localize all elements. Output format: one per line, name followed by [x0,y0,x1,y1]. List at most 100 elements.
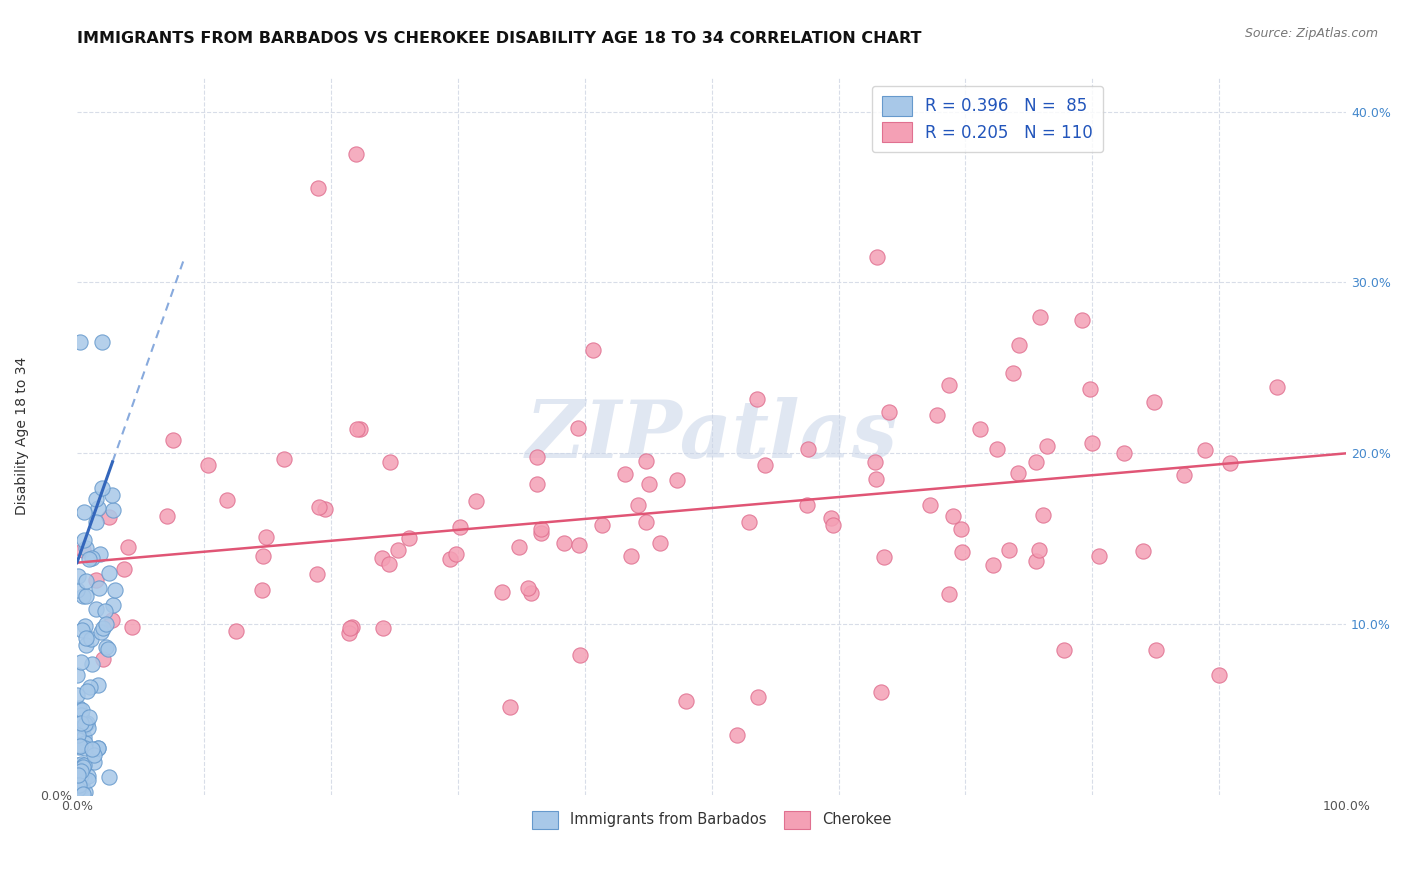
Point [73,771,96,785]
Point [491,585,513,599]
Point [72,543,94,558]
Point [117,540,139,554]
Point [273,452,295,467]
Point [918,498,941,512]
Point [97,642,120,657]
Point [1194,443,1216,458]
Point [90,624,112,639]
Point [339,626,361,640]
Point [582,343,605,358]
Point [217,492,239,507]
Y-axis label: Disability Age 18 to 34: Disability Age 18 to 34 [15,357,30,516]
Point [517,581,540,595]
Point [101,598,124,612]
Point [67,773,90,788]
Point [444,547,467,561]
Point [1032,508,1054,522]
Point [73,533,96,547]
Point [67,740,90,755]
Point [162,433,184,447]
Point [75,785,97,799]
Point [77,709,100,723]
Point [1007,338,1029,352]
Point [75,638,97,652]
Point [745,392,768,406]
Point [371,551,394,566]
Point [84,515,107,529]
Point [80,657,103,672]
Point [84,573,107,587]
Point [499,700,522,714]
Point [927,409,949,423]
Point [73,758,96,772]
Point [344,147,367,161]
Point [877,404,900,418]
Point [75,619,97,633]
Point [69,756,91,771]
Point [620,549,643,563]
Point [340,620,363,634]
Point [91,652,114,666]
Point [69,701,91,715]
Point [520,586,543,600]
Point [796,442,818,456]
Point [865,250,887,264]
Point [67,777,90,791]
Point [72,760,94,774]
Point [378,557,401,571]
Point [75,589,97,603]
Point [66,781,89,796]
Point [91,481,114,495]
Point [79,681,101,695]
Point [82,742,104,756]
Point [1053,643,1076,657]
Point [80,632,103,646]
Point [725,728,748,742]
Point [70,655,93,669]
Point [865,472,887,486]
Point [87,581,110,595]
Point [821,517,844,532]
Point [67,729,90,743]
Point [94,640,117,655]
Point [1080,436,1102,450]
Point [83,748,105,763]
Point [1088,549,1111,563]
Point [252,549,274,563]
Point [526,450,548,464]
Point [69,739,91,753]
Point [66,758,89,772]
Point [66,583,89,598]
Point [77,552,100,566]
Point [70,764,93,779]
Point [91,621,114,635]
Point [747,690,769,705]
Point [103,503,125,517]
Point [997,542,1019,557]
Point [76,769,98,783]
Point [508,540,530,554]
Point [75,574,97,588]
Point [949,522,972,536]
Point [72,787,94,801]
Point [67,762,90,776]
Point [197,458,219,472]
Point [567,420,589,434]
Point [72,779,94,793]
Point [1025,554,1047,568]
Point [73,505,96,519]
Point [1265,379,1288,393]
Point [387,542,409,557]
Point [66,702,89,716]
Point [314,502,336,516]
Point [101,488,124,502]
Point [308,500,330,515]
Point [73,730,96,744]
Point [796,498,818,512]
Point [73,719,96,733]
Point [72,590,94,604]
Text: ZIPatlas: ZIPatlas [526,398,897,475]
Point [121,619,143,633]
Point [591,518,613,533]
Point [675,694,697,708]
